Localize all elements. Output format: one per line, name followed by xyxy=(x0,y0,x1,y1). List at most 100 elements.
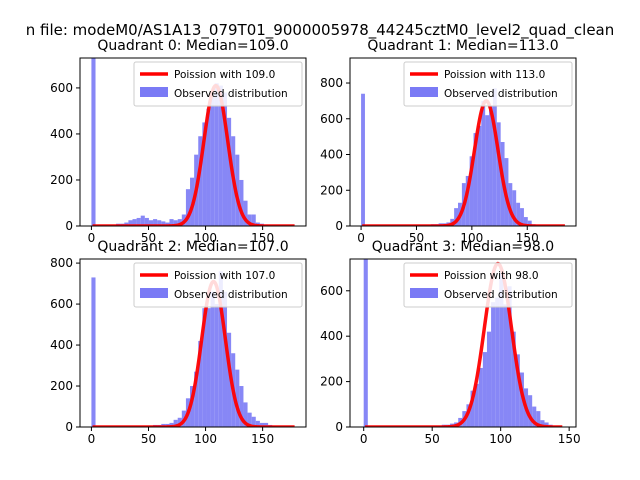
x-tick-label: 100 xyxy=(460,231,483,245)
histogram-bar xyxy=(218,271,223,427)
y-tick-label: 200 xyxy=(320,375,343,389)
x-tick-label: 50 xyxy=(141,231,156,245)
histogram-bar xyxy=(540,420,545,427)
histogram-bar xyxy=(239,386,244,427)
histogram-bar xyxy=(169,422,174,427)
histogram-bar xyxy=(91,277,96,427)
legend-label-observed: Observed distribution xyxy=(444,88,558,100)
legend-box xyxy=(133,61,303,107)
histogram-bar xyxy=(198,136,203,226)
legend-box xyxy=(133,262,303,308)
histogram-bar xyxy=(210,92,215,226)
histogram-bar xyxy=(491,302,496,427)
histogram-bar xyxy=(527,220,532,226)
histogram-bar xyxy=(91,58,96,226)
legend-bar-swatch xyxy=(410,288,438,298)
histogram-bar xyxy=(243,200,248,226)
histogram-bar xyxy=(515,354,520,427)
histogram-bar xyxy=(206,308,211,427)
poisson-curve xyxy=(361,99,566,226)
histogram-bar xyxy=(173,220,178,226)
histogram-bar xyxy=(544,422,549,427)
histogram-bar xyxy=(520,208,524,226)
subplot-title: Quadrant 2: Median=107.0 xyxy=(97,239,288,255)
y-tick-label: 400 xyxy=(50,338,73,352)
histogram-bar xyxy=(161,221,166,226)
y-tick-label: 600 xyxy=(50,297,73,311)
x-tick-label: 100 xyxy=(489,432,512,446)
figure-suptitle: n file: modeM0/AS1A13_079T01_9000005978_… xyxy=(26,21,615,40)
histogram-bar xyxy=(477,125,482,226)
x-tick-label: 50 xyxy=(425,432,440,446)
histogram-bar xyxy=(503,304,508,427)
histogram-bar xyxy=(136,217,141,226)
histogram-bar xyxy=(177,219,182,226)
histogram-bar xyxy=(495,297,500,427)
legend-label-poisson: Poission with 113.0 xyxy=(444,69,545,81)
histogram-bar xyxy=(251,416,256,427)
x-tick-label: 0 xyxy=(88,231,96,245)
histogram-bar xyxy=(473,133,478,226)
histogram-bar xyxy=(214,304,219,427)
histogram-bar xyxy=(486,331,492,427)
x-tick-label: 150 xyxy=(558,432,581,446)
histogram-bar xyxy=(251,214,256,226)
histogram-bar xyxy=(528,395,533,427)
subplot-quadrant-2: 0 50 100 150 0 200 400 600 800 Quadrant 2: Median… xyxy=(50,239,307,446)
histogram-bar xyxy=(507,286,512,427)
histogram-bar xyxy=(153,219,158,226)
histogram-bar xyxy=(222,291,228,427)
histogram-bar xyxy=(489,106,493,226)
histogram-bar xyxy=(247,214,252,226)
y-tick-label: 600 xyxy=(320,284,343,298)
poisson-curve xyxy=(91,83,296,226)
histogram-bar xyxy=(206,108,211,226)
y-tick-label: 200 xyxy=(50,379,73,393)
histogram-bar xyxy=(482,352,487,427)
histogram-bar xyxy=(485,115,490,226)
y-tick-label: 600 xyxy=(50,81,73,95)
legend-label-poisson: Poission with 109.0 xyxy=(174,69,275,81)
histogram-bar xyxy=(173,419,178,427)
x-tick-label: 50 xyxy=(409,231,424,245)
histogram-bar xyxy=(532,406,537,427)
histogram-bar xyxy=(492,88,497,226)
histogram-bar xyxy=(481,100,486,226)
histogram-bar xyxy=(194,371,199,427)
subplot-title: Quadrant 1: Median=113.0 xyxy=(367,38,558,54)
histogram-bar xyxy=(177,417,182,427)
histogram-bar xyxy=(465,175,470,226)
axes-frame xyxy=(79,57,307,227)
y-tick-label: 0 xyxy=(65,219,73,233)
subplot-quadrant-3: 0 50 100 150 0 200 400 600 Quadrant 3: Median=98… xyxy=(320,239,581,446)
x-tick-label: 100 xyxy=(194,432,217,446)
histogram-bar xyxy=(259,422,264,427)
histogram-bar xyxy=(222,92,228,226)
histogram-bar xyxy=(239,179,244,226)
histogram-bar xyxy=(140,215,145,226)
legend-bar-swatch xyxy=(410,87,438,97)
histogram-bar xyxy=(263,422,269,427)
histogram-bar xyxy=(190,386,195,427)
x-tick-label: 50 xyxy=(141,432,156,446)
histogram-bar xyxy=(202,308,207,427)
x-tick-label: 100 xyxy=(194,231,217,245)
histogram-bar xyxy=(144,217,149,226)
histogram-bar xyxy=(469,156,474,226)
histogram-bar xyxy=(128,220,133,226)
histogram-bar xyxy=(247,412,252,427)
x-tick-label: 150 xyxy=(516,231,539,245)
histogram-bar xyxy=(474,383,479,427)
subplot-title: Quadrant 3: Median=98.0 xyxy=(372,239,554,255)
histogram-bar xyxy=(169,219,174,226)
y-tick-label: 600 xyxy=(320,112,343,126)
y-tick-label: 0 xyxy=(335,219,343,233)
axes-frame xyxy=(79,258,307,428)
histogram-bar xyxy=(496,122,501,226)
histogram-bar xyxy=(536,411,541,427)
y-tick-label: 200 xyxy=(50,173,73,187)
y-tick-label: 800 xyxy=(50,256,73,270)
axes-frame xyxy=(349,57,577,227)
legend-box xyxy=(403,61,573,107)
legend-label-observed: Observed distribution xyxy=(174,289,288,301)
